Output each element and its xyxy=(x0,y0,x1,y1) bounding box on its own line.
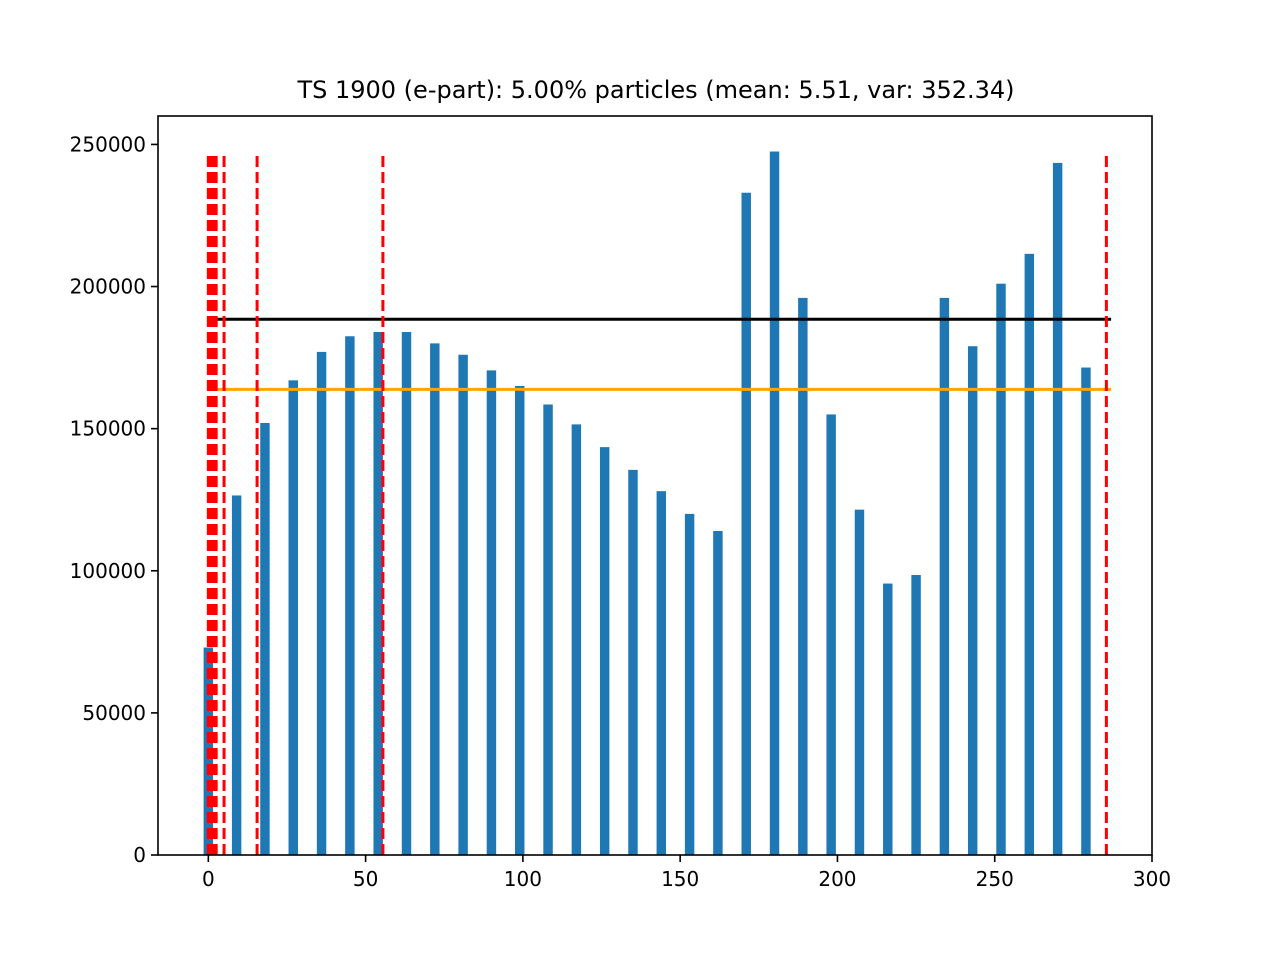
bar xyxy=(430,343,440,855)
bar xyxy=(543,404,553,855)
bar xyxy=(798,297,808,855)
bar xyxy=(458,354,468,855)
chart-title: TS 1900 (e-part): 5.00% particles (mean:… xyxy=(296,76,1014,104)
bar xyxy=(316,351,327,855)
x-tick-label: 200 xyxy=(818,867,856,891)
bar xyxy=(967,346,978,855)
bar xyxy=(1052,162,1063,855)
bar xyxy=(231,495,242,855)
bar xyxy=(1024,253,1035,856)
bar xyxy=(883,583,893,855)
x-tick-label: 150 xyxy=(661,867,699,891)
y-tick-label: 150000 xyxy=(70,417,146,441)
bar xyxy=(599,447,610,855)
axes-frame xyxy=(157,115,1153,856)
bar xyxy=(515,386,525,855)
y-tick-label: 200000 xyxy=(70,275,146,299)
bar xyxy=(628,469,638,855)
bar xyxy=(486,370,497,855)
bar xyxy=(684,513,695,855)
x-tick-label: 100 xyxy=(504,867,542,891)
bar xyxy=(911,575,921,855)
y-tick-label: 250000 xyxy=(70,132,146,156)
plot-area: 0 50 100 150 200 250 300 0 50000 100000 150000 2000… xyxy=(70,115,1171,891)
bar xyxy=(345,336,355,855)
bar xyxy=(854,509,865,855)
x-tick-label: 50 xyxy=(353,867,378,891)
bar xyxy=(769,151,780,855)
bar xyxy=(1081,367,1091,855)
bar xyxy=(741,192,751,856)
bar xyxy=(571,424,582,855)
x-tick-label: 250 xyxy=(976,867,1014,891)
bar xyxy=(656,491,667,855)
bar xyxy=(826,414,836,855)
bar xyxy=(373,332,383,855)
y-tick-label: 100000 xyxy=(70,559,146,583)
bar xyxy=(401,332,412,855)
bar xyxy=(996,283,1006,855)
bar xyxy=(939,297,950,855)
bar xyxy=(713,530,723,855)
bar xyxy=(288,380,298,855)
y-tick-label: 50000 xyxy=(82,701,146,725)
x-tick-label: 0 xyxy=(202,867,215,891)
bar xyxy=(260,422,270,855)
x-tick-label: 300 xyxy=(1133,867,1171,891)
y-tick-label: 0 xyxy=(133,843,146,867)
